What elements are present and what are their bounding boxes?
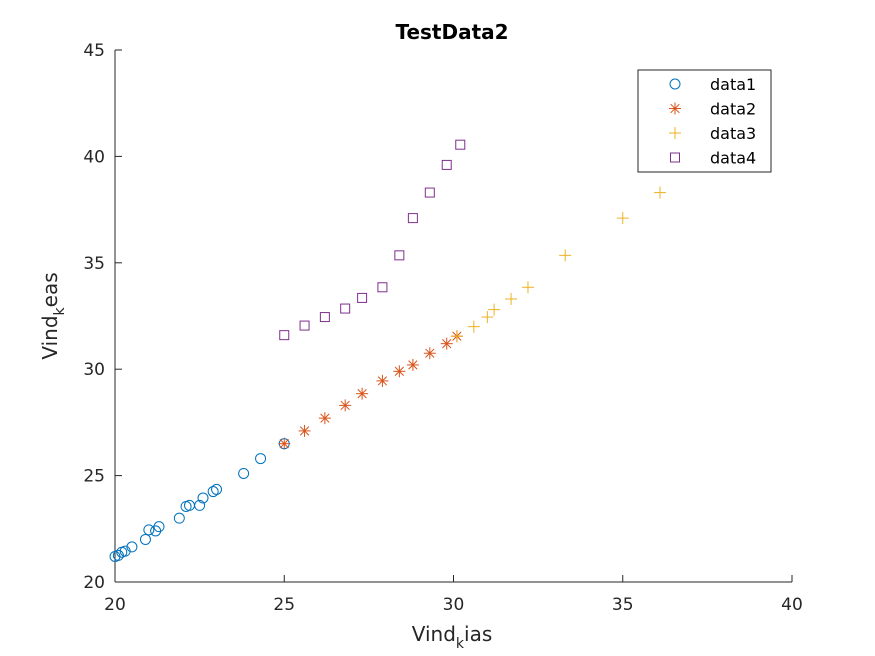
x-tick-label: 40 xyxy=(781,595,803,615)
data-point-data3 xyxy=(653,186,666,199)
data-point-data3 xyxy=(450,330,463,343)
data-point-data2 xyxy=(376,374,389,387)
legend: data1 data2 data3 data4 xyxy=(637,69,772,173)
x-tick-label: 25 xyxy=(273,595,295,615)
data-point-data1 xyxy=(173,512,185,524)
data-point-data1 xyxy=(211,483,223,495)
legend-marker-data4 xyxy=(670,152,680,163)
chart-title: TestData2 xyxy=(395,20,508,44)
data-point-data1 xyxy=(238,467,250,479)
y-tick-label: 45 xyxy=(83,41,105,61)
data-point-data1 xyxy=(194,499,206,511)
y-tick-label: 25 xyxy=(83,467,105,487)
data-point-data4 xyxy=(319,312,330,323)
data-point-data1 xyxy=(255,453,267,465)
data-point-data2 xyxy=(423,347,436,360)
x-axis-label: Vindkias xyxy=(412,622,493,652)
y-tick-label: 30 xyxy=(83,360,105,380)
data-point-data1 xyxy=(139,533,151,545)
data-point-data1 xyxy=(126,541,138,553)
data-point-data3 xyxy=(559,249,572,262)
data-point-data4 xyxy=(340,303,351,314)
data-point-data4 xyxy=(279,330,290,341)
data-point-data3 xyxy=(481,311,494,324)
data-point-data3 xyxy=(505,292,518,305)
x-tick-label: 30 xyxy=(443,595,465,615)
data-point-data2 xyxy=(440,337,453,350)
legend-box xyxy=(637,69,772,173)
data-point-data4 xyxy=(357,292,368,303)
series-data2 xyxy=(278,330,463,450)
legend-marker-data3 xyxy=(669,127,681,139)
x-tick-label: 20 xyxy=(104,595,126,615)
data-point-data2 xyxy=(393,365,406,378)
legend-entries: data1 data2 data3 data4 xyxy=(669,75,756,168)
data-point-data3 xyxy=(467,320,480,333)
data-point-data1 xyxy=(197,492,209,504)
legend-label: data1 xyxy=(710,75,756,94)
data-point-data4 xyxy=(441,159,452,170)
legend-label: data3 xyxy=(710,124,756,143)
y-tick-label: 40 xyxy=(83,147,105,167)
y-tick-label: 35 xyxy=(83,254,105,274)
legend-label: data2 xyxy=(710,100,756,119)
y-axis-label: Vindkeas xyxy=(38,272,68,359)
legend-marker-data2 xyxy=(669,102,681,115)
data-point-data2 xyxy=(406,358,419,371)
data-point-data2 xyxy=(339,399,352,412)
data-point-data2 xyxy=(318,412,331,425)
y-axis-ticks: 20 25 30 35 40 45 xyxy=(83,41,122,593)
data-point-data3 xyxy=(616,212,629,225)
data-point-data3 xyxy=(488,303,501,316)
data-point-data2 xyxy=(278,437,291,450)
data-point-data4 xyxy=(424,187,435,198)
data-point-data1 xyxy=(207,486,219,498)
series-data4 xyxy=(279,139,466,341)
data-point-data4 xyxy=(394,250,405,261)
data-point-data2 xyxy=(356,387,369,400)
legend-label: data4 xyxy=(710,149,756,168)
series-data3 xyxy=(450,186,666,343)
data-point-data3 xyxy=(521,281,534,294)
data-point-data1 xyxy=(143,524,155,536)
data-point-data4 xyxy=(407,213,418,224)
data-point-data4 xyxy=(455,139,466,150)
series-data1 xyxy=(109,438,290,562)
plot-points xyxy=(109,139,666,562)
legend-marker-data1 xyxy=(669,78,681,90)
data-point-data2 xyxy=(298,424,311,437)
y-tick-label: 20 xyxy=(83,573,105,593)
data-point-data4 xyxy=(299,320,310,331)
x-tick-label: 35 xyxy=(612,595,634,615)
data-point-data4 xyxy=(377,282,388,293)
x-axis-ticks: 20 25 30 35 40 xyxy=(104,575,803,615)
data-point-data1 xyxy=(153,521,165,533)
